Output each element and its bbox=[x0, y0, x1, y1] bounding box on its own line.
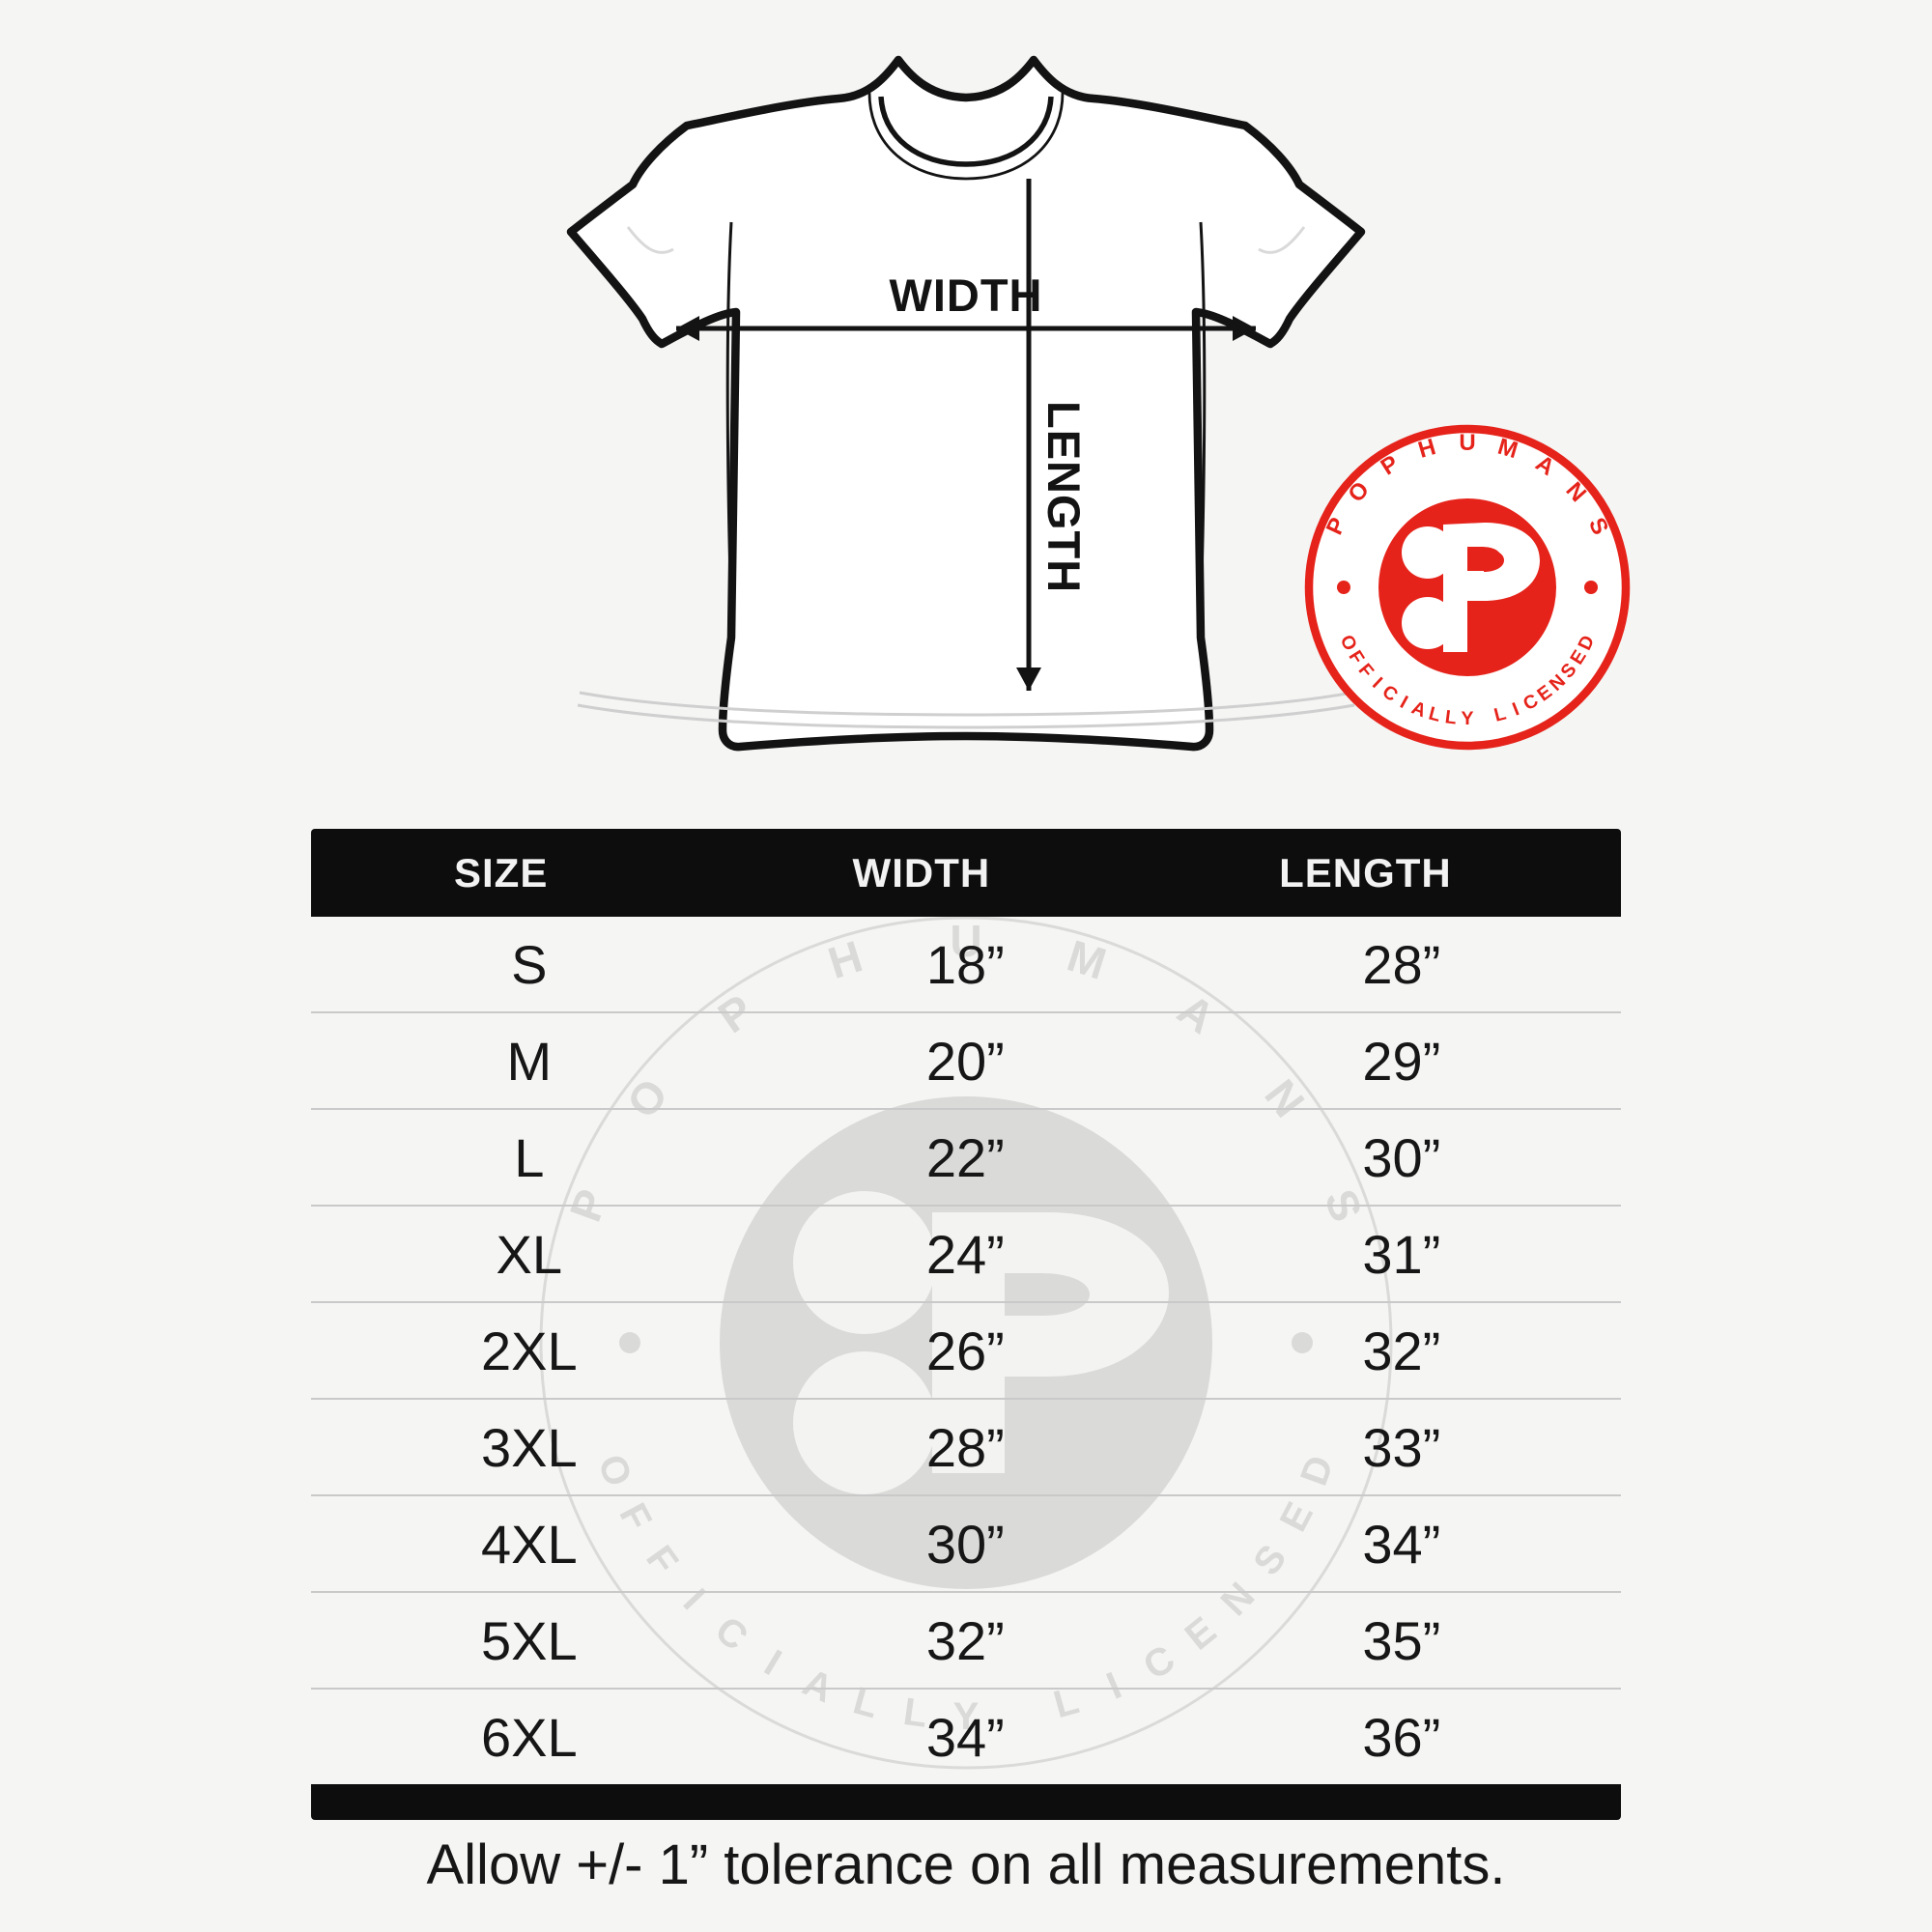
svg-text:Y: Y bbox=[1461, 708, 1473, 729]
svg-text:U: U bbox=[1459, 430, 1475, 456]
svg-text:LENGTH: LENGTH bbox=[1038, 401, 1090, 593]
svg-text:WIDTH: WIDTH bbox=[889, 270, 1042, 321]
